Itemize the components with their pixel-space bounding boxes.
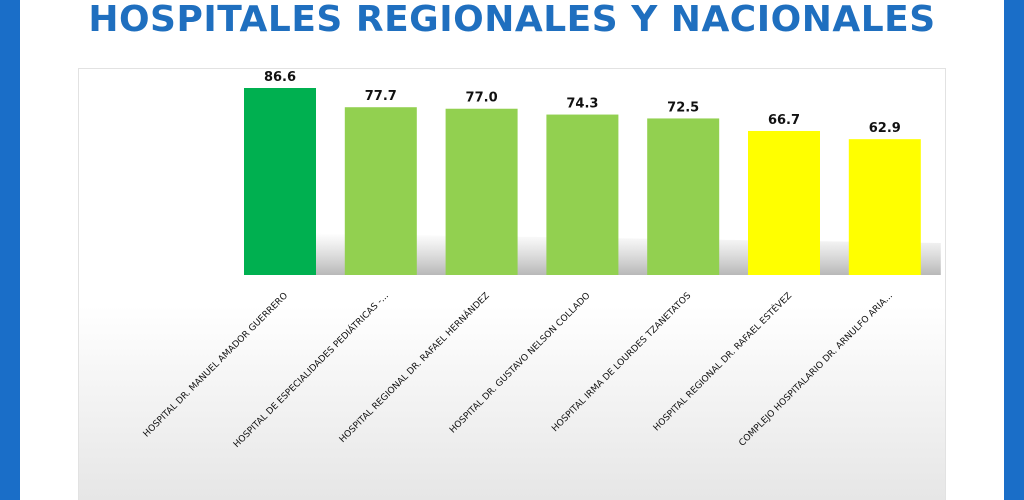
data-label: 72.5 — [667, 100, 699, 115]
bar — [344, 107, 417, 275]
data-label: 66.7 — [768, 113, 800, 128]
category-label: COMPLEJO HOSPITALARIO DR. ARNULFO ARIA..… — [737, 291, 895, 449]
data-label: 74.3 — [566, 97, 598, 112]
bar — [748, 130, 820, 275]
data-label: 77.7 — [365, 89, 397, 104]
bar — [848, 139, 921, 275]
data-label: 77.0 — [466, 91, 498, 106]
left-frame-border — [0, 0, 20, 500]
bar — [244, 88, 316, 275]
category-label: HOSPITAL DE ESPECIALIDADES PEDIÁTRICAS -… — [231, 290, 391, 450]
bar — [445, 108, 518, 275]
bar — [647, 118, 720, 275]
bar — [546, 114, 619, 275]
data-label: 62.9 — [869, 121, 901, 136]
page-title: HOSPITALES REGIONALES Y NACIONALES — [88, 0, 936, 40]
data-label: 86.6 — [264, 70, 296, 85]
right-frame-border — [1004, 0, 1024, 500]
